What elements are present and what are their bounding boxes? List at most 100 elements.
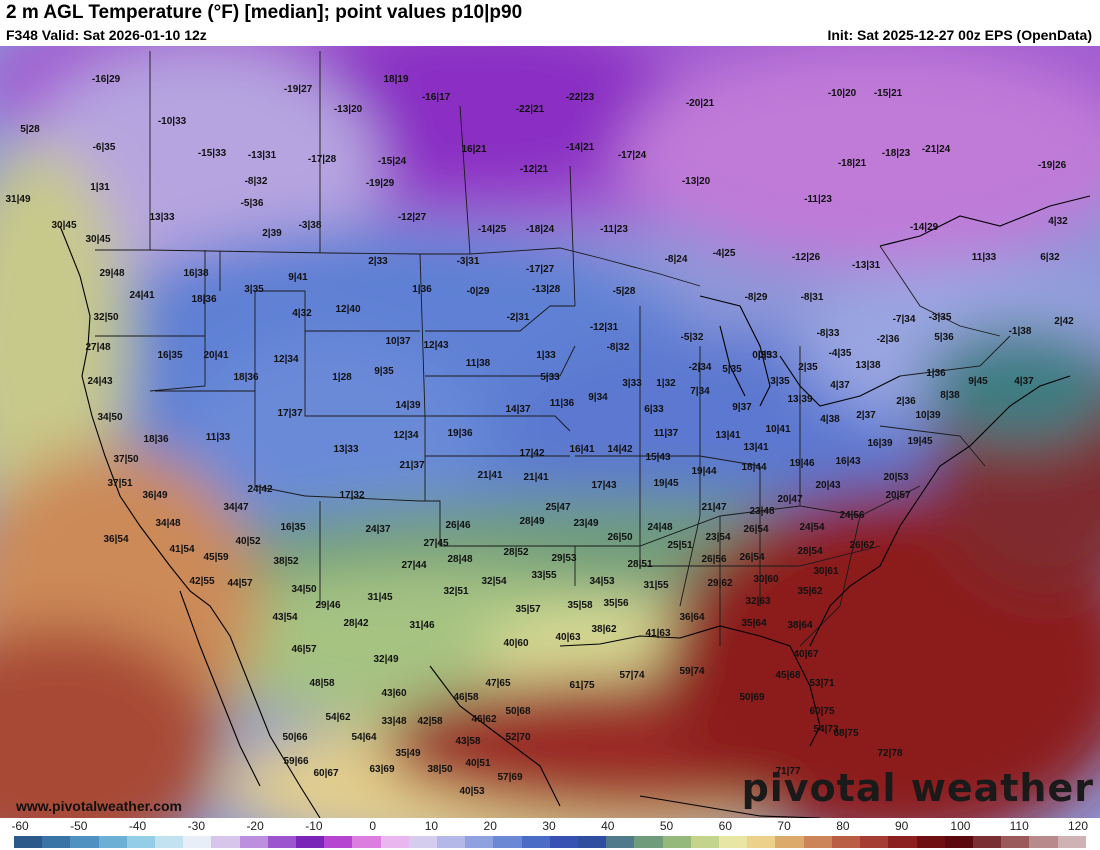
point-value: 24|41: [129, 290, 154, 301]
point-value: 2|35: [798, 362, 818, 373]
point-value: 59|74: [679, 666, 704, 677]
point-value: 54|62: [325, 712, 350, 723]
point-value: 43|58: [455, 736, 480, 747]
point-value: 13|41: [715, 430, 740, 441]
point-value: 11|33: [972, 252, 997, 263]
point-value: 20|57: [885, 490, 910, 501]
point-value: 40|67: [793, 649, 818, 660]
point-value: 12|43: [423, 340, 448, 351]
point-value: 18|19: [383, 74, 408, 85]
point-value: -16|29: [92, 74, 121, 85]
colorbar-swatch: [70, 836, 99, 848]
point-value: 20|43: [815, 480, 840, 491]
point-value: -13|28: [532, 284, 561, 295]
colorbar-tick-label: 80: [836, 819, 850, 833]
colorbar-swatch: [972, 836, 1002, 848]
point-value: 9|45: [968, 376, 988, 387]
point-value: -3|35: [929, 312, 952, 323]
colorbar-tick-label: 50: [659, 819, 674, 833]
point-value: -17|28: [308, 154, 337, 165]
point-value: -3|38: [299, 220, 322, 231]
point-value: 4|32: [1048, 216, 1068, 227]
colorbar-tick-label: -10: [305, 819, 323, 833]
point-value: 40|53: [459, 786, 484, 797]
point-value: 25|51: [667, 540, 692, 551]
point-value: 72|78: [877, 748, 902, 759]
point-value: 36|49: [142, 490, 167, 501]
point-value: 28|49: [519, 516, 544, 527]
colorbar-swatch: [719, 836, 748, 848]
point-value: 33|55: [531, 570, 556, 581]
valid-time: F348 Valid: Sat 2026-01-10 12z: [6, 27, 207, 43]
point-value: 57|74: [619, 670, 644, 681]
colorbar-swatch: [775, 836, 804, 848]
point-value: 7|34: [690, 386, 710, 397]
point-value: 40|51: [465, 758, 490, 769]
point-value: -2|34: [689, 362, 712, 373]
point-value: 0|33: [758, 350, 778, 361]
colorbar-swatch: [211, 836, 240, 848]
colorbar-swatch: [860, 836, 889, 848]
colorbar-swatch: [747, 836, 776, 848]
point-value: 35|58: [567, 600, 592, 611]
temperature-map[interactable]: -16|29 5|28 -6|35 -10|33 -15|33 -13|31 -19|27 -…: [0, 46, 1100, 818]
colorbar-tick-label: 10: [424, 819, 439, 833]
colorbar-swatch: [42, 836, 71, 848]
colorbar-swatch: [324, 836, 353, 848]
point-value: 46|57: [291, 644, 316, 655]
temperature-field: [0, 46, 1100, 818]
point-value: -3|31: [457, 256, 480, 267]
colorbar-tick-label: 110: [1009, 819, 1029, 833]
colorbar-swatch: [1029, 836, 1058, 848]
point-value: 21|41: [523, 472, 548, 483]
point-value: 23|48: [749, 506, 774, 517]
point-value: 26|62: [849, 540, 874, 551]
point-value: 15|43: [645, 452, 670, 463]
point-value: 26|50: [607, 532, 632, 543]
point-value: -8|31: [801, 292, 824, 303]
colorbar-swatch: [408, 836, 438, 848]
point-value: 10|37: [385, 336, 410, 347]
point-value: 1|32: [656, 378, 676, 389]
point-value: 11|36: [550, 398, 575, 409]
colorbar-swatch: [267, 836, 297, 848]
site-url[interactable]: www.pivotalweather.com: [16, 798, 182, 814]
point-value: 37|50: [113, 454, 138, 465]
colorbar-tick-label: 20: [483, 819, 497, 833]
colorbar-tick-label: 120: [1067, 819, 1089, 833]
point-value: 2|36: [896, 396, 916, 407]
point-value: 6|33: [644, 404, 664, 415]
point-value: 27|48: [85, 342, 110, 353]
colorbar-swatch: [465, 836, 494, 848]
colorbar-tick-label: -60: [11, 819, 29, 833]
point-value: 26|56: [701, 554, 726, 565]
point-value: 47|65: [485, 678, 510, 689]
point-value: 14|37: [505, 404, 530, 415]
colorbar-tick-label: 90: [894, 819, 909, 833]
point-value: 12|34: [273, 354, 298, 365]
point-value: 2|39: [262, 228, 282, 239]
point-value: -16|17: [422, 92, 451, 103]
point-value: 31|45: [367, 592, 392, 603]
point-value: 5|33: [540, 372, 560, 383]
point-value: 30|45: [51, 220, 76, 231]
point-value: 21|47: [701, 502, 726, 513]
point-value: 19|45: [653, 478, 678, 489]
point-values-layer: -16|29 5|28 -6|35 -10|33 -15|33 -13|31 -19|27 -…: [5, 74, 1074, 797]
point-value: -10|20: [828, 88, 857, 99]
point-value: -13|20: [682, 176, 711, 187]
point-value: 14|39: [395, 400, 420, 411]
point-value: -18|21: [838, 158, 867, 169]
point-value: 68|75: [833, 728, 858, 739]
point-value: 35|57: [515, 604, 540, 615]
point-value: 36|64: [679, 612, 704, 623]
colorbar-tick-label: -30: [187, 819, 205, 833]
point-value: 12|40: [335, 304, 360, 315]
point-value: -11|23: [600, 224, 628, 235]
colorbar-strip: [14, 836, 1086, 848]
colorbar-swatch: [1057, 836, 1086, 848]
point-value: 24|54: [799, 522, 824, 533]
point-value: -17|24: [618, 150, 647, 161]
point-value: -13|20: [334, 104, 363, 115]
point-value: -14|29: [910, 222, 939, 233]
